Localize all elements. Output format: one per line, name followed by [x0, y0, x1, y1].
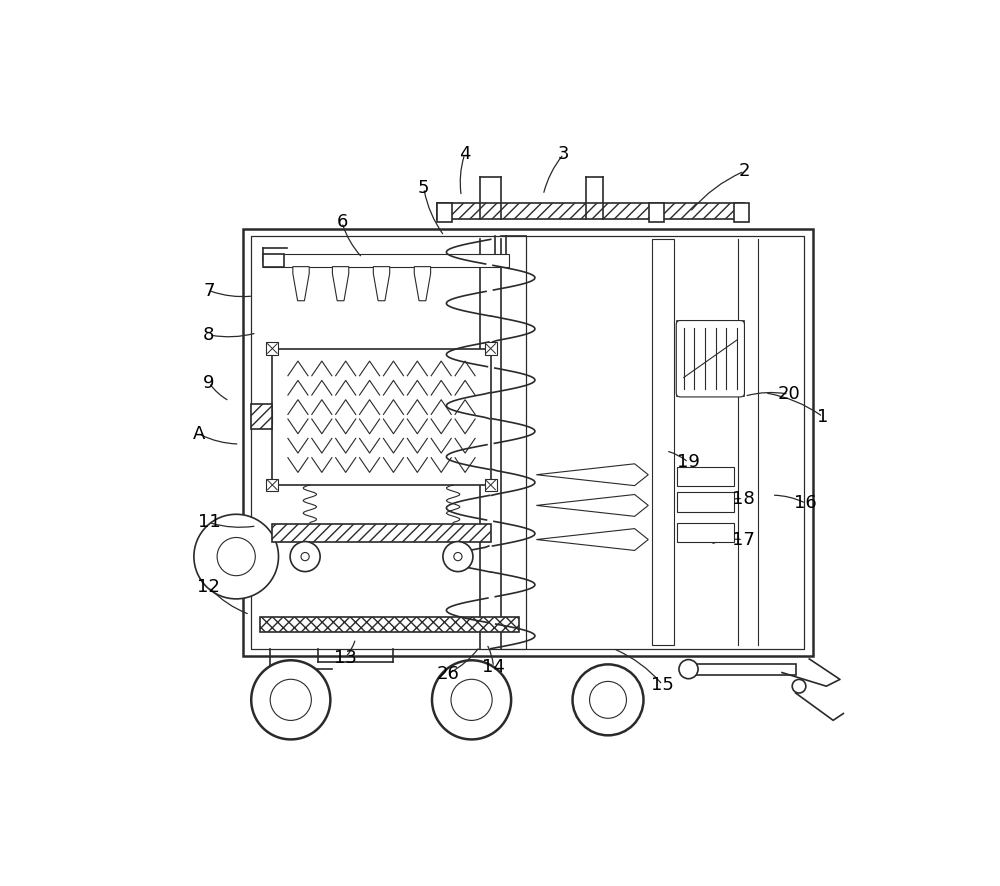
Bar: [251, 236, 526, 649]
Bar: [251, 410, 272, 424]
Text: 19: 19: [677, 454, 700, 471]
Bar: [677, 523, 734, 542]
Text: 6: 6: [336, 214, 348, 231]
Text: 20: 20: [777, 385, 800, 403]
Bar: [272, 524, 491, 541]
Circle shape: [270, 680, 311, 720]
Polygon shape: [536, 463, 648, 486]
Circle shape: [251, 660, 330, 740]
Text: 5: 5: [418, 179, 430, 198]
Bar: [652, 239, 674, 645]
Text: 13: 13: [334, 649, 357, 666]
Text: 11: 11: [198, 514, 220, 532]
FancyBboxPatch shape: [676, 321, 744, 397]
Polygon shape: [332, 267, 349, 300]
Text: 1: 1: [817, 408, 829, 426]
Circle shape: [432, 660, 511, 740]
Bar: [734, 203, 749, 222]
Bar: [437, 203, 452, 222]
Circle shape: [443, 541, 473, 571]
Text: 14: 14: [482, 658, 505, 676]
Bar: [266, 478, 278, 491]
Circle shape: [454, 553, 462, 561]
Bar: [251, 236, 804, 649]
Text: 12: 12: [197, 579, 220, 596]
Bar: [526, 236, 804, 649]
Text: 26: 26: [436, 664, 459, 683]
Circle shape: [194, 514, 278, 599]
Polygon shape: [293, 267, 309, 300]
Text: 9: 9: [203, 374, 215, 392]
Text: 7: 7: [203, 282, 215, 299]
Circle shape: [573, 664, 643, 735]
Bar: [485, 342, 497, 354]
Text: A: A: [192, 424, 205, 443]
Text: 18: 18: [732, 490, 754, 508]
Text: 15: 15: [651, 676, 674, 694]
Bar: [263, 254, 509, 267]
Bar: [485, 478, 497, 491]
Bar: [266, 342, 278, 354]
Bar: [251, 404, 272, 429]
Bar: [683, 664, 796, 674]
Bar: [649, 203, 664, 222]
Polygon shape: [536, 494, 648, 517]
Polygon shape: [414, 267, 431, 300]
Bar: [437, 203, 744, 219]
Circle shape: [451, 680, 492, 720]
Text: 3: 3: [558, 145, 569, 163]
Circle shape: [217, 538, 255, 576]
Text: 16: 16: [794, 494, 817, 512]
Bar: [677, 493, 734, 511]
Text: 8: 8: [203, 326, 215, 344]
Polygon shape: [536, 529, 648, 550]
Circle shape: [290, 541, 320, 571]
Text: 17: 17: [732, 531, 755, 548]
Bar: [677, 467, 734, 486]
Bar: [677, 322, 744, 396]
Text: 2: 2: [739, 162, 750, 180]
Text: 4: 4: [459, 145, 470, 163]
Circle shape: [679, 659, 698, 679]
Bar: [272, 348, 491, 485]
Bar: [243, 229, 813, 656]
Circle shape: [792, 680, 806, 693]
Circle shape: [590, 681, 626, 719]
Polygon shape: [373, 267, 390, 300]
Bar: [260, 617, 519, 632]
Circle shape: [301, 553, 309, 561]
Bar: [263, 254, 284, 267]
